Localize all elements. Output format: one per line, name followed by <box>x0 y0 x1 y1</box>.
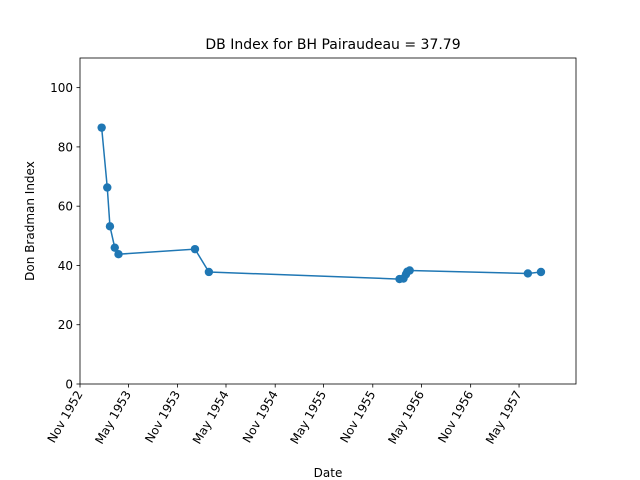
x-tick-label: May 1955 <box>288 388 330 446</box>
data-point <box>103 183 112 192</box>
chart-title: DB Index for BH Pairaudeau = 37.79 <box>205 37 460 53</box>
y-tick-label: 100 <box>50 81 73 95</box>
y-tick-label: 0 <box>65 378 73 392</box>
x-tick-label: May 1957 <box>483 388 525 446</box>
data-point <box>110 243 119 252</box>
data-point <box>405 266 414 275</box>
data-point <box>204 267 214 277</box>
x-axis: Nov 1952 May 1953 Nov 1953 May 1954 Nov 1954… <box>45 384 525 446</box>
y-tick-label: 40 <box>58 259 73 273</box>
data-point <box>97 123 106 132</box>
series-line <box>100 127 542 280</box>
x-tick-label: Nov 1954 <box>240 388 281 445</box>
y-axis: 0 20 40 60 80 100 <box>50 81 80 392</box>
y-tick-label: 60 <box>58 200 73 214</box>
x-tick-label: May 1954 <box>190 388 232 446</box>
y-axis-label: Don Bradman Index <box>23 161 37 281</box>
data-point <box>536 267 546 277</box>
x-tick-label: Nov 1952 <box>45 388 86 445</box>
x-tick-label: Nov 1953 <box>142 388 183 445</box>
x-axis-label: Date <box>314 466 343 480</box>
plot-area-frame <box>79 57 577 385</box>
series-layer <box>97 123 546 284</box>
data-point <box>114 249 123 259</box>
y-tick-label: 20 <box>58 318 73 332</box>
x-tick-label: Nov 1956 <box>435 388 476 445</box>
data-point <box>105 222 115 231</box>
x-tick-label: May 1956 <box>385 388 427 446</box>
data-point <box>190 244 200 254</box>
x-tick-label: Nov 1955 <box>337 388 378 445</box>
y-tick-label: 80 <box>58 140 73 154</box>
x-tick-label: May 1953 <box>92 388 134 446</box>
data-point <box>523 269 533 278</box>
